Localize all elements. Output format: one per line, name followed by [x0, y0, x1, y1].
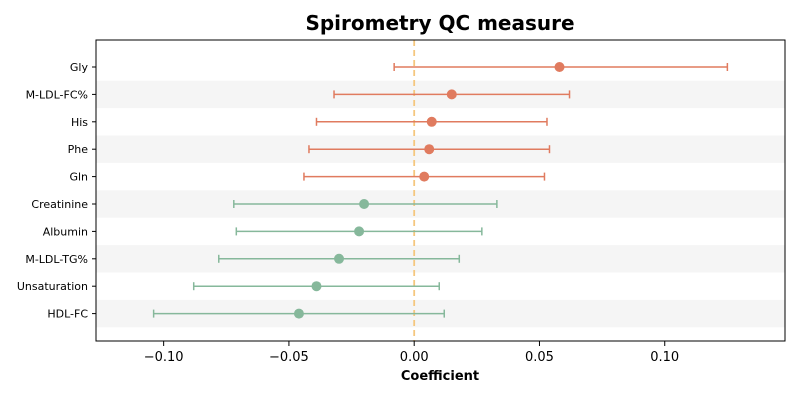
- plot-area-frame: [95, 39, 786, 342]
- forest-row: [152, 308, 446, 319]
- forest-row: [308, 144, 551, 155]
- point-estimate: [359, 199, 370, 209]
- y-tick-label: HDL-FC: [47, 308, 88, 321]
- y-tick-label: Creatinine: [31, 198, 88, 211]
- x-tick-label: −0.05: [269, 350, 309, 365]
- y-axis: Gly M-LDL-FC% His Phe Gln Creatinine Albumin M-…: [17, 61, 96, 321]
- point-estimate: [446, 89, 457, 100]
- y-tick-label: Phe: [68, 143, 89, 156]
- forest-row: [315, 116, 548, 127]
- point-estimate: [311, 281, 322, 292]
- forest-row: [233, 199, 498, 209]
- point-estimate: [424, 144, 435, 155]
- y-tick-label: Albumin: [43, 225, 88, 238]
- y-tick-label: M-LDL-FC%: [26, 88, 88, 101]
- chart-title: Spirometry QC measure: [305, 11, 574, 35]
- forest-row: [192, 281, 440, 292]
- point-estimate: [554, 62, 565, 72]
- x-axis-label: Coefficient: [401, 369, 479, 384]
- forest-row: [218, 253, 461, 264]
- point-estimate: [419, 171, 430, 182]
- y-tick-label: His: [71, 116, 88, 129]
- y-tick-label: Unsaturation: [17, 280, 88, 293]
- forest-row: [333, 89, 571, 100]
- point-estimate: [334, 253, 345, 264]
- forest-row: [303, 171, 546, 182]
- y-tick-label: Gly: [70, 61, 89, 74]
- x-tick-label: 0.10: [650, 350, 679, 365]
- x-tick-label: 0.00: [400, 350, 429, 365]
- x-axis: −0.10 −0.05 0.00 0.05 0.10: [144, 341, 679, 365]
- y-tick-label: M-LDL-TG%: [25, 253, 88, 266]
- estimate-marks: [152, 62, 729, 319]
- x-tick-label: 0.05: [525, 350, 554, 365]
- point-estimate: [293, 308, 304, 319]
- point-estimate: [426, 116, 437, 127]
- forest-row: [235, 226, 483, 237]
- point-estimate: [354, 226, 365, 237]
- x-tick-label: −0.10: [144, 350, 184, 365]
- forest-row: [393, 62, 729, 72]
- y-tick-label: Gln: [69, 171, 88, 184]
